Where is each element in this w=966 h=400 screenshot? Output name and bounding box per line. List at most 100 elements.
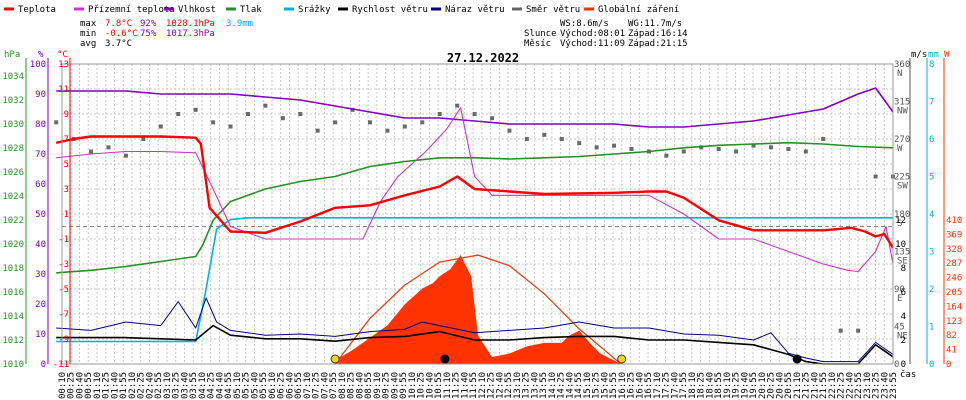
x-tick-label: 03:55 (189, 372, 199, 399)
moon-label: Měsíc (524, 39, 551, 49)
wind-direction-point (298, 112, 303, 116)
celsius-tick-label: -9 (58, 335, 69, 345)
sunset-marker (617, 354, 627, 364)
x-tick-label: 23:40 (880, 372, 890, 399)
wind-direction-point (211, 120, 216, 125)
x-tick-label: 21:25 (802, 372, 812, 399)
wind-direction-point (315, 128, 320, 133)
hpa-tick-label: 1012 (2, 336, 24, 346)
mm-tick-label: 4 (929, 210, 934, 220)
x-tick-label: 23:25 (872, 372, 882, 399)
x-tick-label: 22:10 (828, 372, 838, 399)
x-tick-label: 01:25 (102, 372, 112, 399)
direction-name-label: E (897, 294, 902, 304)
direction-name-label: W (897, 144, 903, 154)
x-tick-label: 10:10 (408, 372, 418, 399)
chart-title: 27.12.2022 (447, 51, 519, 65)
x-tick-label: 16:40 (635, 372, 645, 399)
hpa-tick-label: 1034 (2, 72, 24, 82)
x-tick-label: 03:40 (181, 372, 191, 399)
x-tick-label: 20:40 (775, 372, 785, 399)
watt-tick-label: 123 (946, 317, 962, 327)
ground-temperature-line (56, 107, 894, 273)
percent-tick-label: 10 (35, 330, 46, 340)
x-tick-label: 13:40 (530, 372, 540, 399)
x-tick-label: 11:10 (443, 372, 453, 399)
legend-label: Tlak (240, 5, 262, 15)
x-tick-label: 14:40 (565, 372, 575, 399)
wind-gust-stat: WG:11.7m/s (628, 19, 682, 29)
wind-direction-point (263, 103, 268, 108)
x-tick-label: 06:10 (268, 372, 278, 399)
hpa-tick-label: 1014 (2, 312, 24, 322)
direction-name-label: S (897, 219, 902, 229)
stats-min-label: min (80, 29, 96, 39)
percent-tick-label: 30 (35, 270, 46, 280)
left-unit-label: °C (57, 50, 68, 60)
x-tick-label: 11:55 (469, 372, 479, 399)
wind-direction-point (821, 137, 826, 141)
stats-max-rain: 3.9mm (226, 19, 253, 29)
x-tick-label: 23:10 (863, 372, 873, 399)
percent-tick-label: 70 (35, 150, 46, 160)
wind-direction-point (455, 103, 460, 108)
sunrise-text: Východ:08:01 (560, 29, 625, 39)
hpa-tick-label: 1010 (2, 360, 24, 370)
wind-direction-point (123, 153, 128, 158)
x-tick-label: 05:10 (233, 372, 243, 399)
x-tick-label: 15:10 (583, 372, 593, 399)
x-tick-label: 12:40 (495, 372, 505, 399)
moonset-marker (792, 354, 802, 364)
x-tick-label: 21:10 (793, 372, 803, 399)
celsius-tick-label: -1 (58, 235, 69, 245)
percent-tick-label: 100 (30, 60, 46, 70)
x-tick-label: 13:55 (539, 372, 549, 399)
wind-direction-point (751, 143, 756, 148)
plot-frame (61, 63, 894, 365)
x-tick-label: 12:25 (487, 372, 497, 399)
wind-direction-point (106, 145, 111, 150)
x-axis-title: čas (900, 369, 916, 380)
sun-label: Slunce (524, 29, 557, 39)
percent-tick-label: 50 (35, 210, 46, 220)
x-tick-label: 12:10 (478, 372, 488, 399)
wind-direction-point (490, 116, 495, 121)
x-tick-label: 02:40 (146, 372, 156, 399)
hpa-tick-label: 1030 (2, 120, 24, 130)
celsius-tick-label: -7 (58, 310, 69, 320)
x-tick-label: 04:55 (224, 372, 234, 399)
wind-direction-point (437, 112, 442, 116)
celsius-tick-label: 9 (64, 110, 69, 120)
x-tick-label: 22:40 (845, 372, 855, 399)
wind-direction-point (158, 124, 163, 129)
x-tick-label: 19:55 (749, 372, 759, 399)
mm-tick-label: 8 (929, 60, 934, 70)
wind-direction-point (838, 328, 843, 333)
x-tick-label: 08:25 (347, 372, 357, 399)
stats-min-temp: -0.6°C (105, 29, 138, 39)
legend-label: Globální záření (598, 5, 679, 15)
x-tick-label: 12:55 (504, 372, 514, 399)
x-tick-label: 02:25 (137, 372, 147, 399)
x-tick-label: 19:25 (732, 372, 742, 399)
wind-direction-point (420, 120, 425, 125)
right-unit-label: m/s (911, 50, 927, 60)
x-tick-label: 20:25 (767, 372, 777, 399)
celsius-tick-label: 5 (64, 160, 69, 170)
right-unit-label: W (944, 50, 950, 60)
wind-direction-point (367, 120, 372, 125)
mm-tick-label: 6 (929, 135, 934, 145)
watt-tick-label: 164 (946, 302, 962, 312)
wind-direction-point (594, 145, 599, 150)
wind-direction-point (350, 107, 355, 112)
celsius-tick-label: 3 (64, 185, 69, 195)
legend-label: Přízemní teplota (88, 5, 175, 15)
x-tick-label: 02:55 (154, 372, 164, 399)
wind-direction-point (786, 147, 791, 151)
left-unit-label: % (38, 50, 44, 60)
celsius-tick-label: 13 (58, 60, 69, 70)
wind-direction-point (524, 137, 529, 141)
watt-tick-label: 0 (946, 360, 951, 370)
